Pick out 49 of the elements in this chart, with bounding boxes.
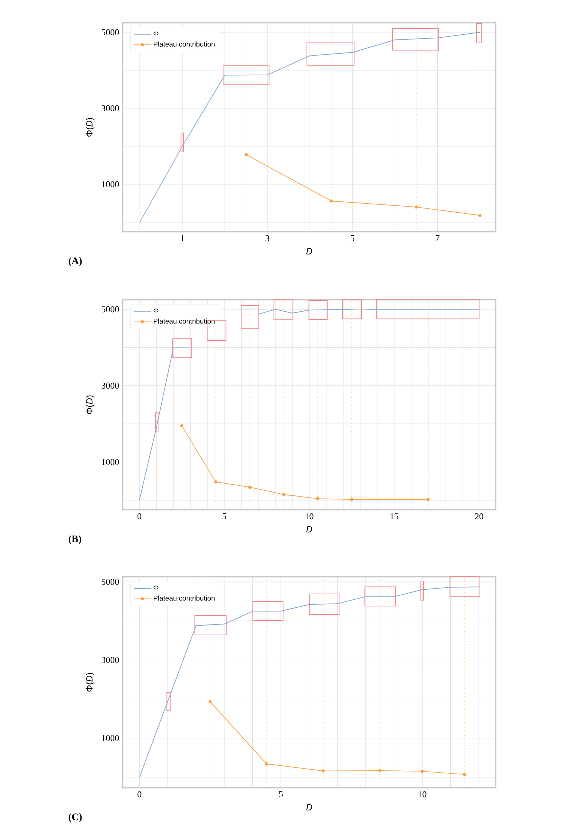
y-tick-label: 1000 [102, 181, 120, 188]
x-tick-label: 5 [350, 236, 355, 242]
y-tick-label: 5000 [102, 306, 120, 313]
x-tick-label: 10 [418, 792, 427, 798]
x-tick-label: 0 [138, 792, 142, 798]
y-tick-label: 5000 [102, 579, 120, 586]
point [322, 770, 326, 773]
x-tick-label: 15 [390, 514, 399, 520]
x-tick-label: 5 [222, 514, 226, 520]
y-axis-title: Φ(D) [86, 118, 95, 137]
x-tick-label: 1 [181, 236, 184, 242]
y-tick-label: 3000 [102, 657, 120, 664]
point [248, 486, 252, 490]
point [426, 498, 430, 502]
x-axis-title: D [306, 248, 312, 255]
y-tick-label: 5000 [102, 29, 120, 36]
point [478, 214, 482, 218]
point [208, 700, 212, 704]
text: (A) [68, 257, 82, 267]
x-tick-label: 10 [306, 514, 314, 520]
point [282, 493, 286, 496]
point [265, 762, 268, 766]
point [214, 480, 218, 484]
point [378, 769, 382, 772]
point [463, 773, 466, 776]
x-tick-label: 0 [138, 514, 142, 520]
x-tick-label: 5 [279, 792, 283, 798]
x-tick-label: 7 [436, 236, 440, 242]
y-axis-title: Φ(D) [86, 673, 95, 692]
line-series [140, 32, 481, 223]
text: (C) [68, 813, 82, 823]
point [330, 200, 333, 203]
y-axis-title: Φ(D) [86, 396, 95, 414]
y-tick-label: 3000 [102, 382, 120, 389]
y-tick-label: 1000 [102, 735, 120, 742]
x-axis-title: D [306, 526, 312, 533]
y-tick-label: 3000 [102, 105, 120, 112]
y-tick-label: 1000 [102, 459, 120, 466]
line-series [139, 586, 480, 778]
point [180, 424, 184, 428]
point [350, 498, 354, 502]
x-axis-title: D [306, 804, 312, 811]
x-tick-label: 20 [475, 514, 484, 520]
x-tick-label: 3 [266, 236, 270, 242]
point [244, 153, 248, 156]
point [420, 770, 424, 774]
point [316, 497, 320, 500]
text: (B) [68, 535, 82, 545]
point [414, 206, 418, 209]
